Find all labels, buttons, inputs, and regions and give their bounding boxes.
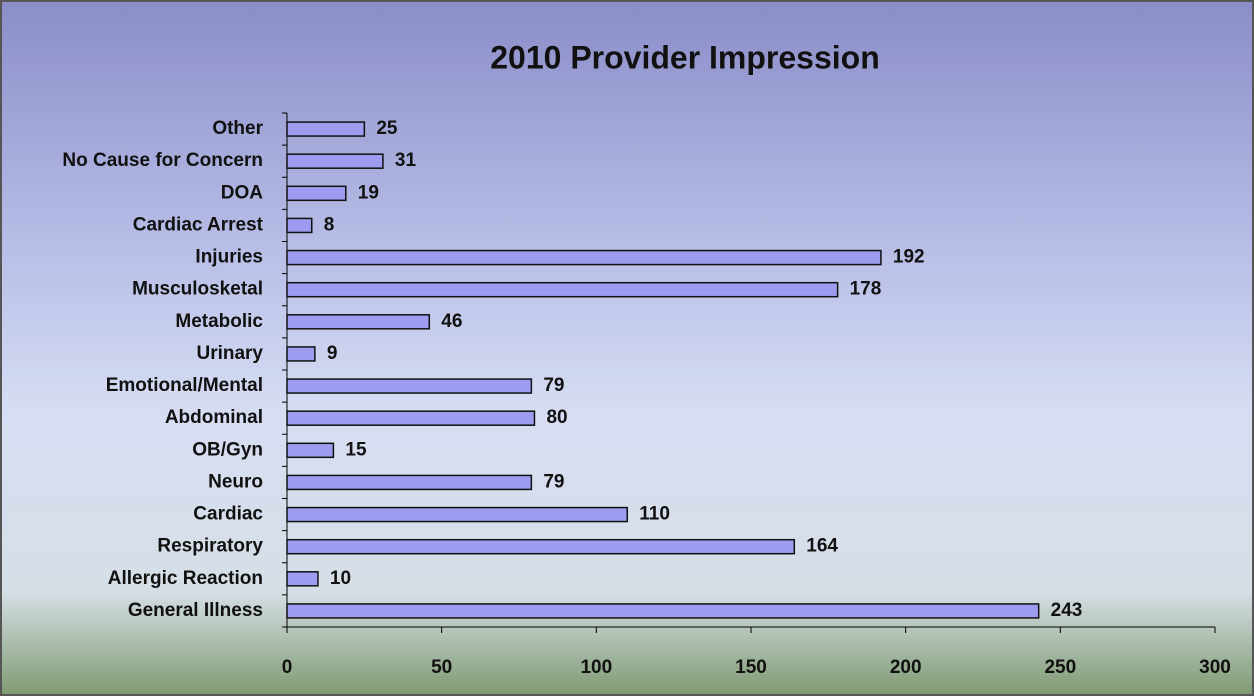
value-label: 25 (376, 118, 398, 139)
bar (286, 538, 796, 555)
x-tick-label: 100 (580, 657, 612, 678)
x-tick-label: 150 (735, 657, 767, 678)
x-tick-label: 50 (431, 657, 452, 678)
y-tick-label: DOA (221, 182, 264, 203)
bar (286, 410, 536, 426)
y-tick-label: Musculosketal (132, 279, 263, 300)
x-tick-label: 200 (890, 657, 922, 678)
y-tick-label: Emotional/Mental (106, 375, 263, 396)
value-label: 31 (395, 150, 417, 171)
bar (286, 281, 839, 298)
value-label: 178 (850, 279, 882, 300)
value-label: 46 (441, 311, 462, 332)
value-label: 192 (893, 247, 925, 268)
x-tick-label: 300 (1199, 657, 1231, 678)
bar (286, 121, 366, 137)
value-label: 79 (543, 471, 564, 492)
bar (286, 474, 533, 491)
y-tick-label: No Cause for Concern (62, 150, 263, 171)
y-tick-label: Abdominal (165, 407, 263, 428)
value-label: 9 (327, 343, 338, 364)
y-tick-label: Metabolic (175, 311, 263, 332)
value-label: 8 (324, 214, 335, 235)
value-label: 110 (639, 504, 670, 525)
x-tick-label: 0 (282, 657, 293, 678)
value-label: 80 (546, 407, 567, 428)
y-tick-label: Allergic Reaction (108, 568, 263, 589)
bar (286, 249, 882, 266)
bar (286, 506, 629, 523)
y-tick-label: OB/Gyn (192, 439, 263, 460)
y-tick-label: Cardiac (193, 504, 263, 525)
value-label: 10 (330, 568, 351, 589)
value-label: 243 (1051, 600, 1083, 621)
bar (286, 378, 533, 394)
bar (286, 217, 313, 234)
bar (286, 185, 347, 202)
value-label: 79 (543, 375, 564, 396)
value-label: 15 (345, 439, 367, 460)
chart-title: 2010 Provider Impression (490, 39, 880, 75)
bar (286, 314, 431, 330)
y-tick-label: Neuro (208, 471, 263, 492)
y-tick-label: General Illness (128, 600, 263, 621)
y-tick-label: Cardiac Arrest (133, 214, 264, 235)
y-tick-label: Injuries (195, 247, 263, 268)
value-label: 19 (358, 182, 379, 203)
value-label: 164 (806, 536, 838, 557)
y-tick-label: Other (212, 118, 263, 139)
bar (286, 153, 384, 169)
y-tick-label: Respiratory (157, 536, 263, 557)
y-tick-label: Urinary (196, 343, 263, 364)
bar (286, 571, 319, 587)
bar (286, 603, 1040, 619)
bar (286, 346, 316, 362)
bar (286, 442, 335, 459)
x-tick-label: 250 (1044, 657, 1076, 678)
